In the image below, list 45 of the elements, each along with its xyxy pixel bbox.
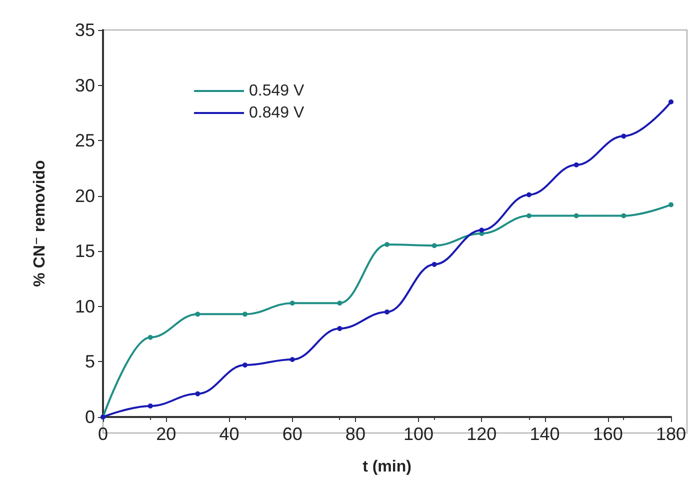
y-tick-label: 20 (74, 186, 95, 206)
point (242, 312, 248, 317)
point (195, 312, 200, 317)
x-tick-label: 20 (156, 424, 176, 444)
legend-label: 0.549 V (249, 82, 304, 100)
point (384, 309, 390, 314)
point (384, 242, 390, 248)
x-tick-label: 80 (345, 424, 366, 444)
point (574, 162, 579, 168)
y-tick-label: 0 (84, 407, 95, 427)
y-tick-label: 10 (74, 296, 95, 316)
y-tick-label: 15 (74, 241, 95, 262)
point (621, 134, 626, 139)
point (526, 192, 532, 198)
x-tick-label: 180 (656, 424, 686, 444)
point (432, 243, 437, 248)
point (290, 357, 295, 362)
point (148, 403, 153, 408)
x-tick-label: 160 (592, 424, 623, 444)
point (242, 362, 248, 368)
x-tick-label: 60 (282, 424, 302, 444)
y-tick-label: 35 (74, 20, 95, 40)
point (337, 326, 342, 332)
point (668, 202, 674, 208)
x-tick-label: 40 (219, 424, 240, 444)
x-tick-label: 120 (466, 424, 497, 444)
y-tick-label: 25 (74, 130, 95, 151)
point (526, 213, 532, 218)
point (337, 300, 342, 306)
x-tick-label: 140 (530, 424, 560, 444)
point (621, 213, 626, 218)
point (574, 213, 579, 218)
point (479, 228, 484, 233)
point (432, 262, 437, 267)
x-tick-label: 100 (404, 424, 434, 444)
x-tick-label: 0 (98, 424, 108, 444)
point (148, 334, 153, 340)
point (195, 391, 200, 396)
y-tick-label: 30 (74, 75, 95, 96)
legend-label: 0.849 V (249, 104, 304, 122)
x-axis-title: t (min) (362, 458, 412, 476)
y-axis-title: % CN⁻ removido (32, 160, 48, 287)
y-tick-label: 5 (84, 352, 95, 372)
point (668, 99, 674, 104)
point (290, 300, 295, 306)
